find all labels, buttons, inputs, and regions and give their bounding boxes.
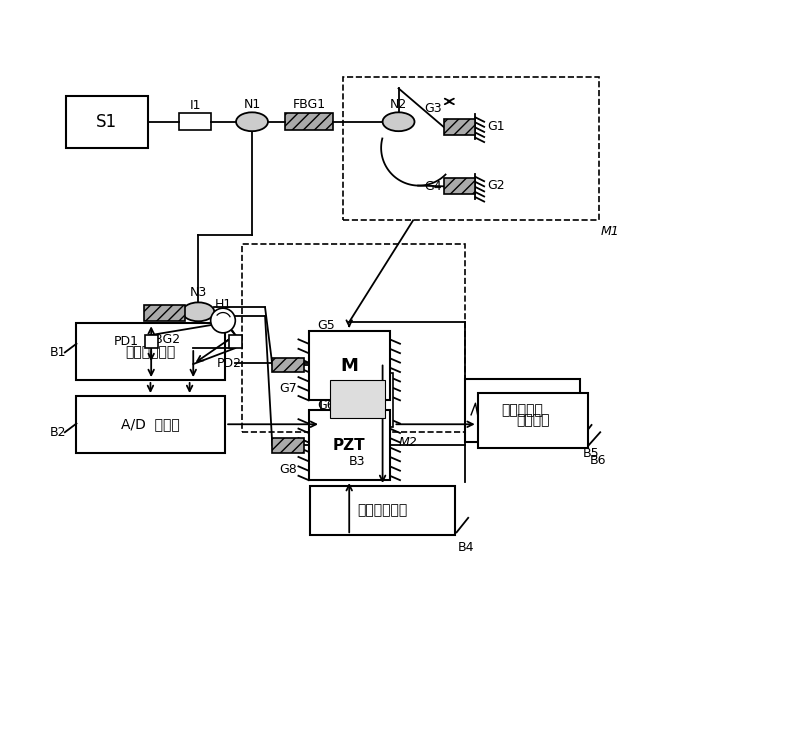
Text: N1: N1 (243, 98, 261, 111)
Text: H1: H1 (214, 298, 232, 311)
Bar (310, 486, 455, 535)
Text: G1: G1 (487, 121, 505, 133)
Text: G5: G5 (317, 319, 334, 332)
Bar (330, 435, 384, 445)
Bar (343, 77, 598, 221)
Bar (443, 178, 475, 194)
Text: 信号处理电路: 信号处理电路 (126, 345, 175, 359)
Text: S1: S1 (96, 113, 118, 131)
Text: PZT: PZT (333, 438, 366, 452)
Text: M: M (340, 357, 358, 374)
Text: FBG1: FBG1 (293, 98, 326, 111)
Text: M2: M2 (398, 436, 418, 449)
Text: M1: M1 (600, 225, 619, 238)
Bar (309, 330, 390, 401)
Text: N2: N2 (390, 98, 407, 111)
Text: B6: B6 (590, 454, 606, 467)
Text: 反馈控制电路: 反馈控制电路 (358, 504, 408, 518)
Text: B4: B4 (458, 541, 474, 554)
Bar (77, 396, 225, 452)
Text: G2: G2 (487, 179, 505, 192)
Text: G7: G7 (279, 382, 297, 395)
Bar (66, 96, 147, 148)
Ellipse shape (236, 113, 268, 131)
Ellipse shape (182, 303, 214, 321)
Bar (466, 379, 580, 442)
Text: B1: B1 (50, 346, 66, 359)
Text: N3: N3 (190, 287, 207, 300)
Text: PD2: PD2 (216, 357, 242, 370)
Bar (77, 323, 225, 380)
Text: I1: I1 (190, 99, 201, 113)
Text: B5: B5 (583, 447, 599, 460)
Bar (242, 243, 466, 432)
Bar (272, 357, 304, 372)
Ellipse shape (382, 113, 414, 131)
Bar (179, 113, 211, 130)
Ellipse shape (210, 308, 235, 333)
Text: 信号发生器: 信号发生器 (502, 404, 543, 417)
Text: B2: B2 (50, 425, 66, 439)
Bar (145, 335, 158, 348)
Text: G8: G8 (279, 463, 297, 476)
Text: B3: B3 (349, 455, 366, 469)
Bar (478, 393, 588, 448)
Bar (321, 373, 394, 427)
Bar (443, 119, 475, 135)
Bar (330, 380, 385, 417)
Text: PD1: PD1 (114, 335, 139, 348)
Text: G3: G3 (425, 102, 442, 115)
Bar (286, 113, 333, 130)
Text: FBG2: FBG2 (148, 333, 181, 346)
Bar (309, 411, 390, 480)
Text: G4: G4 (425, 180, 442, 193)
Bar (144, 305, 186, 320)
Bar (272, 438, 304, 452)
Text: A/D  转换卡: A/D 转换卡 (121, 417, 180, 431)
Bar (229, 335, 242, 348)
Text: G6: G6 (317, 399, 334, 412)
Text: 结果输出: 结果输出 (516, 414, 550, 428)
